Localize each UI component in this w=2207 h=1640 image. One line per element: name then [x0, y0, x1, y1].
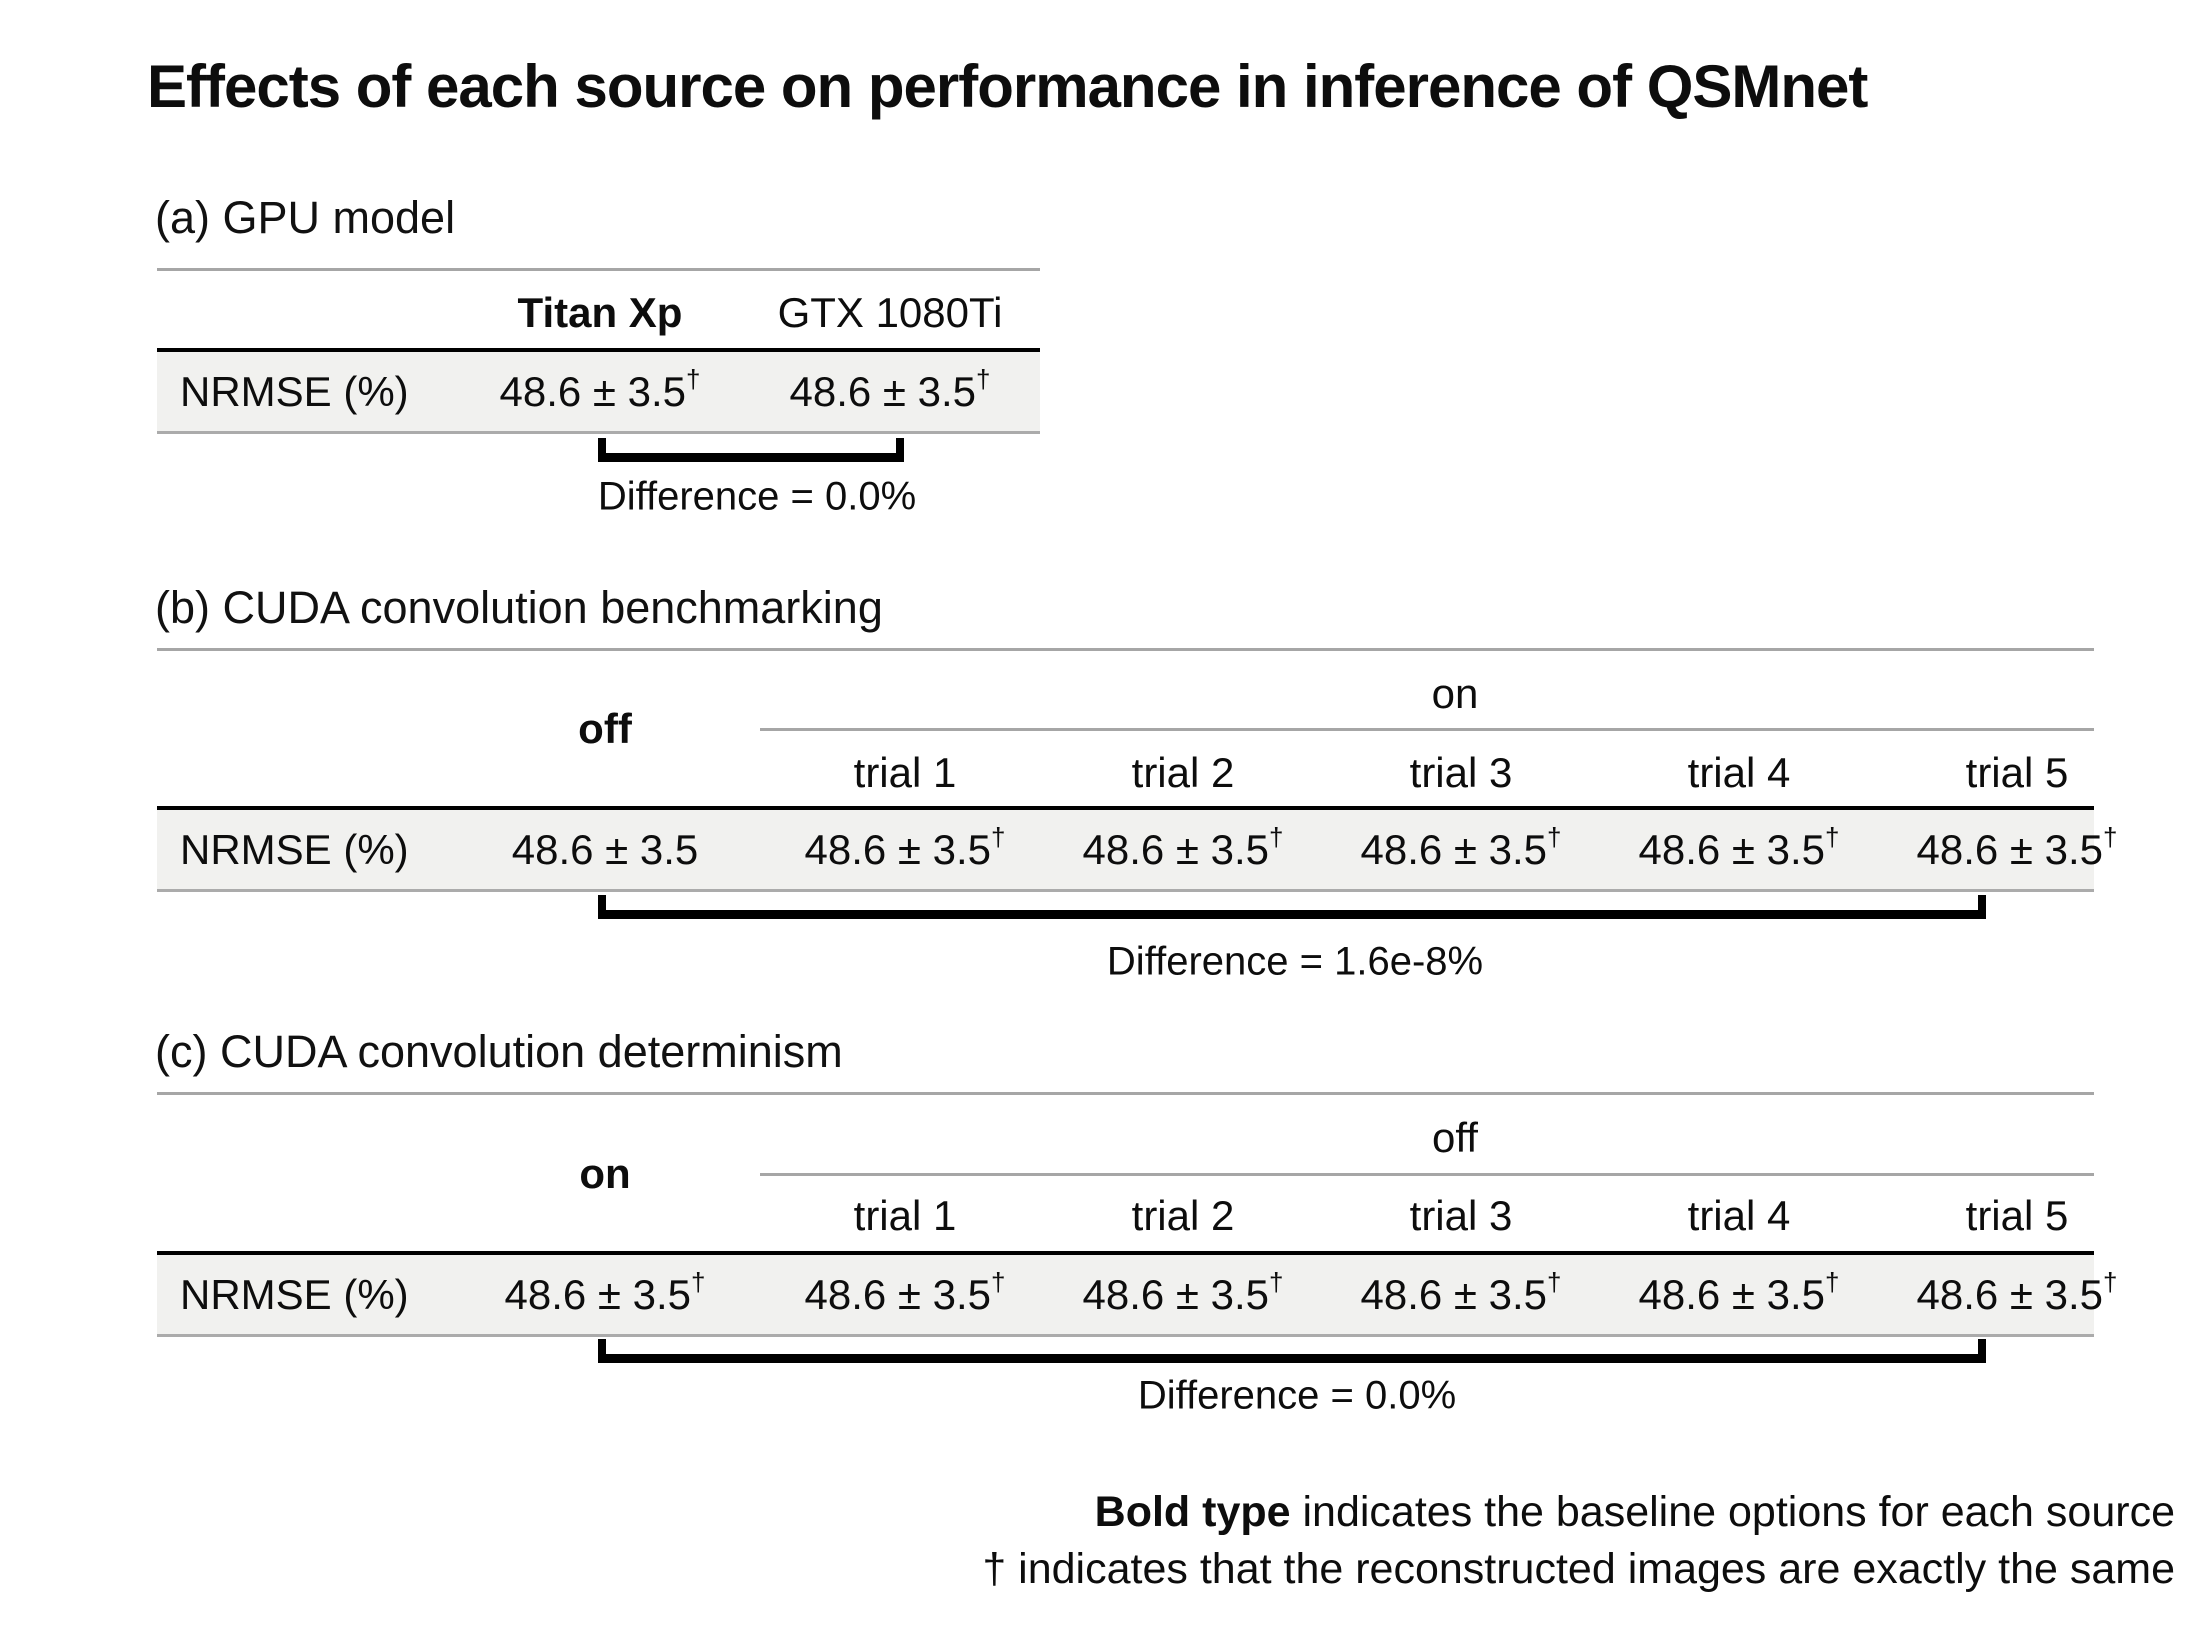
section-b-label: (b) CUDA convolution benchmarking — [155, 582, 883, 633]
table-b-header-trial-3: trial 3 — [1409, 749, 1513, 796]
difference-label-c: Difference = 0.0% — [1137, 1373, 1457, 1418]
value-number: 48.6 ± 3.5 — [504, 1271, 692, 1318]
table-c-header-trial-1: trial 1 — [853, 1192, 957, 1239]
dagger-superscript: † — [1269, 822, 1284, 852]
dagger-superscript: † — [1269, 1267, 1284, 1297]
dagger-superscript: † — [2103, 1267, 2118, 1297]
value-number: 48.6 ± 3.5 — [789, 368, 977, 415]
dagger-superscript: † — [2103, 822, 2118, 852]
table-c-value-trial-2: 48.6 ± 3.5† — [1082, 1269, 1284, 1319]
dagger-superscript: † — [976, 364, 991, 394]
value-number: 48.6 ± 3.5 — [499, 368, 687, 415]
table-c-header-trial-5: trial 5 — [1965, 1192, 2069, 1239]
table-c-value-trial-5: 48.6 ± 3.5† — [1916, 1269, 2118, 1319]
section-a-label: (a) GPU model — [155, 192, 456, 243]
table-c-value-trial-4: 48.6 ± 3.5† — [1638, 1269, 1840, 1319]
table-c-header-trial-2: trial 2 — [1131, 1192, 1235, 1239]
footnotes: Bold type indicates the baseline options… — [982, 1484, 2175, 1598]
dagger-superscript: † — [691, 1267, 706, 1297]
table-a-row-label: NRMSE (%) — [180, 368, 409, 415]
dagger-superscript: † — [686, 364, 701, 394]
table-c-baseline-header-on: on — [579, 1150, 631, 1197]
table-b-value-off: 48.6 ± 3.5 — [512, 826, 699, 874]
table-b-value-trial-2: 48.6 ± 3.5† — [1082, 824, 1284, 874]
table-b-value-trial-3: 48.6 ± 3.5† — [1360, 824, 1562, 874]
table-c-value-trial-1: 48.6 ± 3.5† — [804, 1269, 1006, 1319]
table-c-group-rule — [760, 1173, 2094, 1176]
dagger-superscript: † — [1547, 822, 1562, 852]
table-b-header-trial-4: trial 4 — [1687, 749, 1791, 796]
difference-bracket-b — [598, 895, 1986, 919]
footnote-dagger: † indicates that the reconstructed image… — [982, 1545, 2175, 1593]
table-b-header-trial-2: trial 2 — [1131, 749, 1235, 796]
difference-label-a: Difference = 0.0% — [597, 474, 917, 519]
table-b-value-trial-5: 48.6 ± 3.5† — [1916, 824, 2118, 874]
figure-title: Effects of each source on performance in… — [147, 53, 1868, 120]
table-b-group-header-on: on — [1431, 670, 1479, 717]
section-c-label: (c) CUDA convolution determinism — [155, 1026, 843, 1077]
table-b-value-trial-4: 48.6 ± 3.5† — [1638, 824, 1840, 874]
footnote-bold-type: Bold type indicates the baseline options… — [982, 1484, 2175, 1541]
table-b-header-trial-5: trial 5 — [1965, 749, 2069, 796]
value-number: 48.6 ± 3.5 — [1916, 826, 2104, 873]
value-number: 48.6 ± 3.5 — [1360, 1271, 1548, 1318]
table-a-top-rule — [157, 268, 1040, 271]
difference-label-b: Difference = 1.6e-8% — [1106, 939, 1484, 984]
dagger-superscript: † — [1547, 1267, 1562, 1297]
value-number: 48.6 ± 3.5 — [1638, 826, 1826, 873]
table-c-value-on: 48.6 ± 3.5† — [504, 1269, 706, 1319]
table-b-top-rule — [157, 648, 2094, 651]
value-number: 48.6 ± 3.5 — [1916, 1271, 2104, 1318]
table-a-column-header-gtx-1080ti: GTX 1080Ti — [777, 289, 1003, 336]
dagger-superscript: † — [991, 822, 1006, 852]
footnote-bold-type-term: Bold type — [1094, 1488, 1291, 1536]
value-number: 48.6 ± 3.5 — [1638, 1271, 1826, 1318]
table-b-data-row — [157, 806, 2094, 892]
table-c-top-rule — [157, 1092, 2094, 1095]
table-b-header-trial-1: trial 1 — [853, 749, 957, 796]
value-number: 48.6 ± 3.5 — [1082, 826, 1270, 873]
footnote-bold-type-rest: indicates the baseline options for each … — [1290, 1488, 2175, 1536]
table-b-baseline-header-off: off — [578, 705, 632, 752]
table-a-value-titan-xp: 48.6 ± 3.5† — [499, 366, 701, 416]
table-a-value-gtx-1080ti: 48.6 ± 3.5† — [789, 366, 991, 416]
value-number: 48.6 ± 3.5 — [511, 826, 699, 873]
table-a-column-header-titan-xp: Titan Xp — [517, 289, 683, 336]
dagger-superscript: † — [1825, 822, 1840, 852]
dagger-superscript: † — [1825, 1267, 1840, 1297]
value-number: 48.6 ± 3.5 — [804, 1271, 992, 1318]
table-c-header-trial-4: trial 4 — [1687, 1192, 1791, 1239]
table-c-row-label: NRMSE (%) — [180, 1271, 409, 1318]
table-c-group-header-off: off — [1432, 1114, 1478, 1161]
table-b-group-rule — [760, 728, 2094, 731]
table-a-data-row — [157, 348, 1040, 434]
difference-bracket-c — [598, 1339, 1986, 1363]
table-c-value-trial-3: 48.6 ± 3.5† — [1360, 1269, 1562, 1319]
value-number: 48.6 ± 3.5 — [804, 826, 992, 873]
table-b-value-trial-1: 48.6 ± 3.5† — [804, 824, 1006, 874]
value-number: 48.6 ± 3.5 — [1360, 826, 1548, 873]
table-c-header-trial-3: trial 3 — [1409, 1192, 1513, 1239]
value-number: 48.6 ± 3.5 — [1082, 1271, 1270, 1318]
table-b-row-label: NRMSE (%) — [180, 826, 409, 873]
table-c-data-row — [157, 1251, 2094, 1337]
difference-bracket-a — [598, 438, 904, 462]
dagger-superscript: † — [991, 1267, 1006, 1297]
